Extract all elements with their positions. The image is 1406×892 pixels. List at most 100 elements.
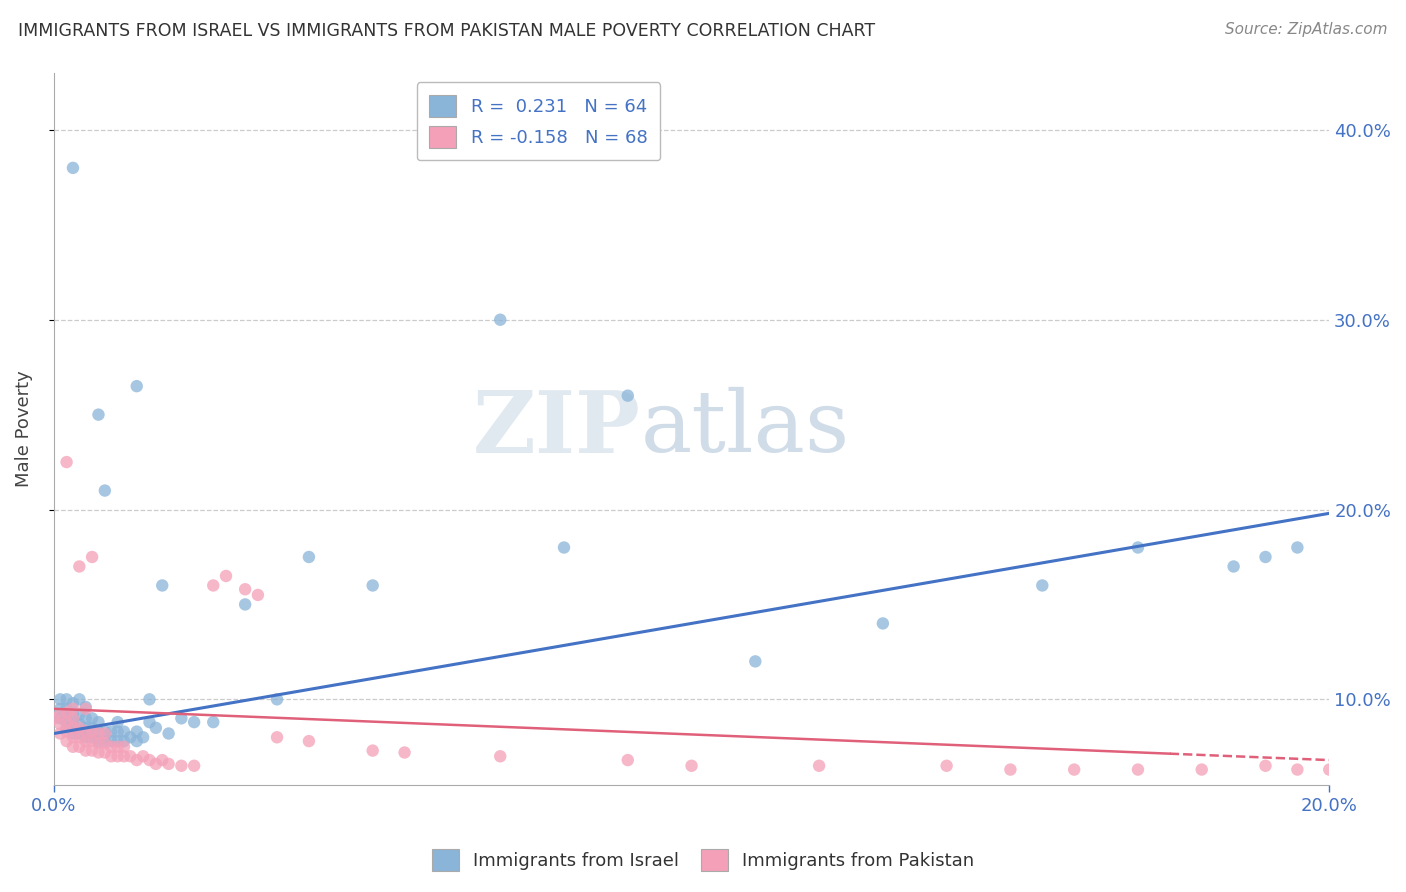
Point xyxy=(202,578,225,592)
Point xyxy=(75,743,97,757)
Point xyxy=(87,408,110,422)
Point xyxy=(150,578,173,592)
Point xyxy=(100,749,122,764)
Point xyxy=(87,746,110,760)
Point xyxy=(1317,763,1340,777)
Point xyxy=(75,724,97,739)
Point xyxy=(170,711,193,725)
Point xyxy=(75,721,97,735)
Point xyxy=(233,582,256,597)
Point xyxy=(1126,541,1149,555)
Point xyxy=(183,758,205,772)
Point xyxy=(125,734,148,748)
Point xyxy=(94,726,117,740)
Point xyxy=(112,739,135,754)
Point xyxy=(120,731,142,745)
Point xyxy=(62,739,84,754)
Point xyxy=(112,749,135,764)
Point xyxy=(125,379,148,393)
Point xyxy=(67,707,90,722)
Point xyxy=(82,734,104,748)
Point xyxy=(82,721,104,735)
Text: ZIP: ZIP xyxy=(472,387,641,471)
Point xyxy=(138,753,160,767)
Point xyxy=(82,724,104,739)
Point xyxy=(82,743,104,757)
Point xyxy=(361,743,384,757)
Point xyxy=(49,702,72,716)
Point xyxy=(138,692,160,706)
Point xyxy=(157,756,180,771)
Point xyxy=(62,731,84,745)
Point xyxy=(62,707,84,722)
Point xyxy=(55,702,77,716)
Point xyxy=(361,578,384,592)
Text: Source: ZipAtlas.com: Source: ZipAtlas.com xyxy=(1225,22,1388,37)
Point xyxy=(132,731,155,745)
Point xyxy=(82,549,104,564)
Point xyxy=(94,746,117,760)
Point xyxy=(681,758,703,772)
Point xyxy=(67,731,90,745)
Point xyxy=(67,739,90,754)
Point xyxy=(1286,541,1309,555)
Point xyxy=(100,739,122,754)
Point xyxy=(62,726,84,740)
Point xyxy=(55,711,77,725)
Point xyxy=(100,734,122,748)
Point xyxy=(94,724,117,739)
Point xyxy=(183,715,205,730)
Point xyxy=(1063,763,1085,777)
Point xyxy=(62,161,84,175)
Point xyxy=(1031,578,1053,592)
Point xyxy=(94,736,117,750)
Point xyxy=(107,739,129,754)
Point xyxy=(553,541,575,555)
Point xyxy=(42,711,65,725)
Point xyxy=(94,483,117,498)
Point xyxy=(49,707,72,722)
Point xyxy=(1000,763,1022,777)
Point xyxy=(266,731,288,745)
Point xyxy=(94,734,117,748)
Legend: R =  0.231   N = 64, R = -0.158   N = 68: R = 0.231 N = 64, R = -0.158 N = 68 xyxy=(416,82,661,161)
Point xyxy=(82,731,104,745)
Point xyxy=(55,724,77,739)
Point xyxy=(75,711,97,725)
Point xyxy=(55,455,77,469)
Point xyxy=(744,654,766,668)
Point xyxy=(62,696,84,710)
Point xyxy=(87,726,110,740)
Point xyxy=(67,692,90,706)
Point xyxy=(49,711,72,725)
Text: IMMIGRANTS FROM ISRAEL VS IMMIGRANTS FROM PAKISTAN MALE POVERTY CORRELATION CHAR: IMMIGRANTS FROM ISRAEL VS IMMIGRANTS FRO… xyxy=(18,22,876,40)
Point xyxy=(100,724,122,739)
Point xyxy=(1286,763,1309,777)
Point xyxy=(215,569,238,583)
Point xyxy=(202,715,225,730)
Point xyxy=(112,724,135,739)
Point xyxy=(489,312,512,326)
Point xyxy=(55,715,77,730)
Point xyxy=(1126,763,1149,777)
Point xyxy=(157,726,180,740)
Point xyxy=(489,749,512,764)
Point xyxy=(266,692,288,706)
Point xyxy=(233,598,256,612)
Point xyxy=(87,734,110,748)
Point xyxy=(1191,763,1213,777)
Point xyxy=(1254,758,1277,772)
Point xyxy=(75,734,97,748)
Point xyxy=(808,758,831,772)
Point xyxy=(298,549,321,564)
Point xyxy=(49,726,72,740)
Point xyxy=(112,734,135,748)
Point xyxy=(935,758,957,772)
Point xyxy=(87,715,110,730)
Point xyxy=(1222,559,1244,574)
Point xyxy=(62,702,84,716)
Point xyxy=(62,717,84,731)
Point xyxy=(125,724,148,739)
Point xyxy=(107,734,129,748)
Point xyxy=(82,711,104,725)
